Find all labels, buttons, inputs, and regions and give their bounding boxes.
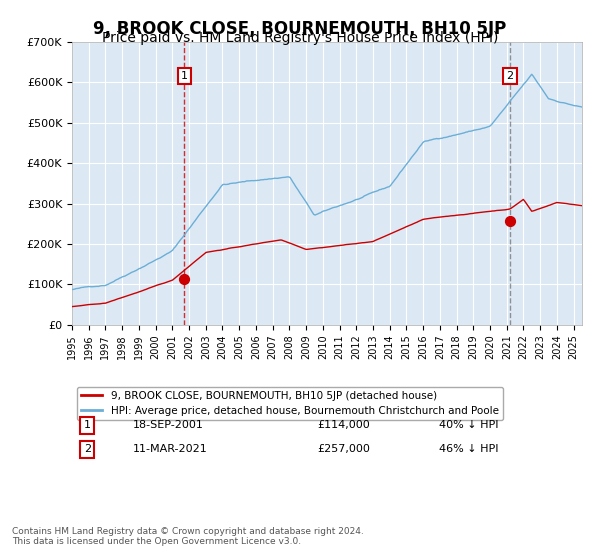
Text: £257,000: £257,000 bbox=[317, 444, 370, 454]
Text: Price paid vs. HM Land Registry's House Price Index (HPI): Price paid vs. HM Land Registry's House … bbox=[102, 31, 498, 45]
Text: 18-SEP-2001: 18-SEP-2001 bbox=[133, 420, 204, 430]
Text: 1: 1 bbox=[181, 71, 188, 81]
Text: 9, BROOK CLOSE, BOURNEMOUTH, BH10 5JP: 9, BROOK CLOSE, BOURNEMOUTH, BH10 5JP bbox=[94, 20, 506, 38]
Text: 2: 2 bbox=[84, 444, 91, 454]
Text: Contains HM Land Registry data © Crown copyright and database right 2024.
This d: Contains HM Land Registry data © Crown c… bbox=[12, 526, 364, 546]
Point bbox=[505, 217, 515, 226]
Text: 2: 2 bbox=[506, 71, 514, 81]
Text: 11-MAR-2021: 11-MAR-2021 bbox=[133, 444, 208, 454]
Legend: 9, BROOK CLOSE, BOURNEMOUTH, BH10 5JP (detached house), HPI: Average price, deta: 9, BROOK CLOSE, BOURNEMOUTH, BH10 5JP (d… bbox=[77, 386, 503, 420]
Text: 1: 1 bbox=[84, 420, 91, 430]
Text: 40% ↓ HPI: 40% ↓ HPI bbox=[439, 420, 499, 430]
Text: 46% ↓ HPI: 46% ↓ HPI bbox=[439, 444, 499, 454]
Point bbox=[179, 274, 189, 283]
Text: £114,000: £114,000 bbox=[317, 420, 370, 430]
